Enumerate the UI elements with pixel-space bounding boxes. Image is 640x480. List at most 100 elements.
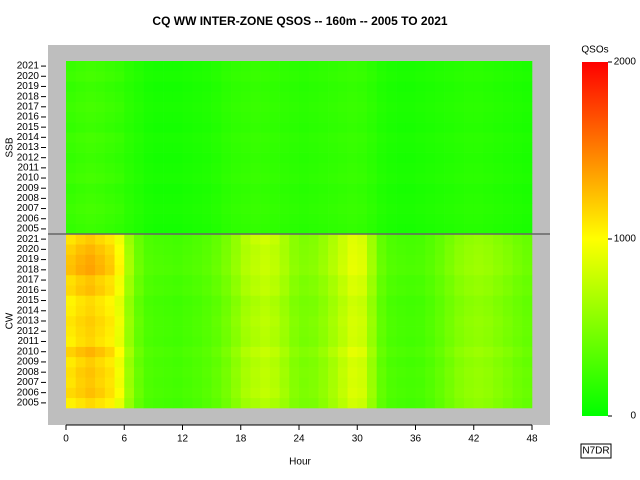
heatmap-cell [172,81,183,92]
heatmap-cell [347,81,358,92]
heatmap-cell [308,152,319,164]
heatmap-cell [95,193,106,204]
heatmap-cell [289,356,300,368]
heatmap-cell [182,264,193,276]
heatmap-cell [308,172,319,184]
heatmap-cell [425,336,436,347]
heatmap-cell [279,387,290,399]
heatmap-cell [366,132,377,143]
heatmap-cell [201,111,212,123]
heatmap-cell [522,61,533,72]
heatmap-cell [231,274,242,286]
heatmap-cell [386,91,397,103]
heatmap-cell [405,367,416,378]
heatmap-cell [347,101,358,113]
y-tick-label: 2017 [17,275,40,286]
heatmap-cell [260,274,271,286]
heatmap-cell [386,305,397,317]
heatmap-cell [434,264,445,276]
heatmap-cell [444,254,455,266]
heatmap-cell [425,213,436,225]
heatmap-cell [454,305,465,317]
heatmap-cell [279,142,290,153]
heatmap-cell [95,142,106,153]
heatmap-cell [493,162,504,174]
heatmap-cell [512,274,523,286]
heatmap-cell [415,387,426,399]
heatmap-cell [279,377,290,388]
heatmap-cell [328,356,339,368]
heatmap-cell [211,315,222,327]
heatmap-cell [279,346,290,358]
heatmap-cell [221,346,232,358]
heatmap-cell [308,91,319,103]
heatmap-cell [221,356,232,368]
heatmap-cell [279,397,290,409]
heatmap-cell [493,305,504,317]
heatmap-cell [124,377,135,388]
heatmap-cell [502,387,513,399]
heatmap-cell [357,264,368,276]
heatmap-cell [182,285,193,296]
heatmap-cell [143,172,154,184]
heatmap-cell [124,274,135,286]
heatmap-cell [386,387,397,399]
heatmap-cell [502,234,513,245]
heatmap-cell [299,81,310,92]
heatmap-cell [357,223,368,235]
heatmap-cell [250,397,261,409]
heatmap-cell [114,183,125,194]
heatmap-cell [512,346,523,358]
heatmap-cell [75,152,86,164]
heatmap-cell [386,326,397,337]
y-tick-label: 2021 [17,234,40,245]
y-tick-label: 2012 [17,326,40,337]
heatmap-cell [357,132,368,143]
heatmap-cell [405,377,416,388]
heatmap-cell [512,336,523,347]
heatmap-cell [260,203,271,214]
heatmap-cell [269,274,280,286]
heatmap-cell [366,203,377,214]
heatmap-cell [493,244,504,255]
heatmap-cell [318,336,329,347]
heatmap-cell [240,397,251,409]
heatmap-cell [124,193,135,204]
heatmap-cell [269,305,280,317]
heatmap-cell [396,397,407,409]
heatmap-cell [289,132,300,143]
heatmap-cell [240,274,251,286]
heatmap-cell [143,193,154,204]
heatmap-cell [318,71,329,82]
heatmap-cell [211,234,222,245]
heatmap-cell [85,295,96,306]
heatmap-cell [502,254,513,266]
heatmap-cell [396,285,407,296]
heatmap-cell [289,264,300,276]
heatmap-cell [473,183,484,194]
heatmap-cell [415,61,426,72]
heatmap-cell [405,305,416,317]
heatmap-cell [522,377,533,388]
y-tick-label: 2016 [17,285,40,296]
heatmap-cell [376,122,387,133]
heatmap-cell [376,295,387,306]
heatmap-cell [415,367,426,378]
heatmap-cell [386,223,397,235]
heatmap-cell [221,387,232,399]
heatmap-cell [260,152,271,164]
heatmap-cell [473,162,484,174]
heatmap-cell [396,254,407,266]
heatmap-cell [75,336,86,347]
heatmap-cell [415,81,426,92]
y-tick-label: 2006 [17,387,40,398]
heatmap-cell [114,336,125,347]
heatmap-cell [376,305,387,317]
heatmap-cell [269,162,280,174]
heatmap-cell [502,71,513,82]
heatmap-cell [444,101,455,113]
heatmap-cell [114,193,125,204]
heatmap-cell [328,264,339,276]
heatmap-cell [182,183,193,194]
